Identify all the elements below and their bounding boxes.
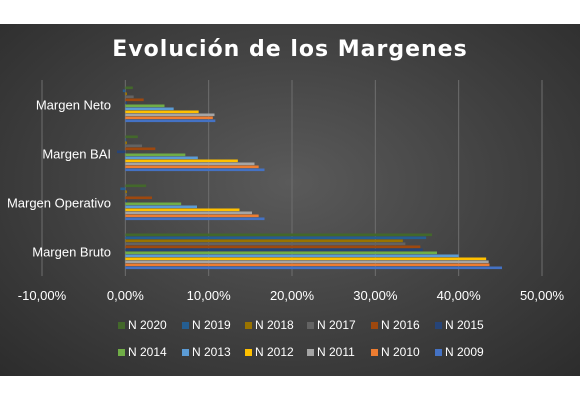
bar-n-2014-margen-operativo xyxy=(125,202,182,206)
x-tick-label: 20,00% xyxy=(270,288,315,303)
legend-label: N 2014 xyxy=(128,345,167,359)
chart-panel xyxy=(0,24,580,376)
bar-n-2017-margen-bai xyxy=(125,144,142,148)
legend-label: N 2015 xyxy=(445,318,484,332)
bar-n-2019-margen-operativo xyxy=(120,187,126,191)
bar-n-2011-margen-bai xyxy=(125,162,255,166)
bar-n-2010-margen-bai xyxy=(125,165,259,169)
bar-n-2009-margen-bai xyxy=(125,168,265,172)
bar-n-2017-margen-neto xyxy=(125,95,134,99)
bar-n-2010-margen-operativo xyxy=(125,214,259,218)
legend-swatch xyxy=(371,322,378,329)
bar-n-2018-margen-operativo xyxy=(125,190,127,194)
legend-swatch xyxy=(435,349,442,356)
bar-n-2013-margen-neto xyxy=(125,107,174,111)
category-label: Margen Neto xyxy=(36,98,111,113)
legend-label: N 2019 xyxy=(192,318,231,332)
bar-n-2012-margen-operativo xyxy=(125,208,240,212)
bar-n-2020-margen-operativo xyxy=(125,184,147,188)
legend-swatch xyxy=(435,322,442,329)
bar-n-2016-margen-bai xyxy=(125,147,156,151)
bar-n-2019-margen-neto xyxy=(122,89,126,93)
legend-label: N 2010 xyxy=(381,345,420,359)
legend-swatch xyxy=(182,349,189,356)
bar-n-2017-margen-operativo xyxy=(125,193,127,197)
legend-swatch xyxy=(118,322,125,329)
bar-n-2018-margen-neto xyxy=(125,92,127,96)
legend-label: N 2013 xyxy=(192,345,231,359)
bar-n-2018-margen-bruto xyxy=(125,239,403,243)
bar-n-2014-margen-neto xyxy=(125,104,165,108)
bar-n-2020-margen-neto xyxy=(125,86,133,90)
x-tick-label: 40,00% xyxy=(437,288,482,303)
legend-swatch xyxy=(307,349,314,356)
x-tick-label: -10,00% xyxy=(18,288,67,303)
category-label: Margen Bruto xyxy=(32,245,111,260)
bar-n-2010-margen-neto xyxy=(125,116,213,120)
bar-n-2015-margen-neto xyxy=(125,101,127,105)
bar-n-2009-margen-operativo xyxy=(125,217,265,221)
bar-n-2019-margen-bai xyxy=(125,138,127,142)
x-tick-label: 30,00% xyxy=(353,288,398,303)
bar-n-2016-margen-neto xyxy=(125,98,144,102)
legend-label: N 2018 xyxy=(255,318,294,332)
chart-title: Evolución de los Margenes xyxy=(112,37,468,62)
bar-n-2012-margen-bruto xyxy=(125,257,487,261)
bar-n-2009-margen-bruto xyxy=(125,266,502,270)
bar-n-2011-margen-neto xyxy=(125,113,215,117)
legend-swatch xyxy=(245,349,252,356)
bar-n-2010-margen-bruto xyxy=(125,263,490,267)
legend-label: N 2020 xyxy=(128,318,167,332)
legend-label: N 2011 xyxy=(317,345,355,359)
legend-swatch xyxy=(245,322,252,329)
legend-swatch xyxy=(307,322,314,329)
bar-n-2012-margen-bai xyxy=(125,159,238,163)
legend-swatch xyxy=(182,322,189,329)
x-tick-label: 0,00% xyxy=(107,288,144,303)
bar-n-2015-margen-operativo xyxy=(125,199,127,203)
legend-label: N 2009 xyxy=(445,345,484,359)
legend-label: N 2016 xyxy=(381,318,420,332)
bar-n-2016-margen-operativo xyxy=(125,196,152,200)
bar-n-2015-margen-bruto xyxy=(125,248,423,252)
bar-n-2012-margen-neto xyxy=(125,110,199,114)
bar-n-2019-margen-bruto xyxy=(125,236,427,240)
bar-n-2011-margen-bruto xyxy=(125,260,489,264)
bar-n-2013-margen-bruto xyxy=(125,254,459,258)
bar-n-2018-margen-bai xyxy=(125,141,127,145)
bar-n-2020-margen-bruto xyxy=(125,233,432,237)
legend-swatch xyxy=(118,349,125,356)
legend-label: N 2012 xyxy=(255,345,294,359)
bar-n-2011-margen-operativo xyxy=(125,211,252,215)
x-tick-label: 10,00% xyxy=(187,288,232,303)
bar-n-2020-margen-bai xyxy=(125,135,138,139)
category-label: Margen BAI xyxy=(42,147,111,162)
bar-n-2017-margen-bruto xyxy=(125,242,406,246)
bar-n-2015-margen-bai xyxy=(117,150,126,154)
bar-n-2013-margen-operativo xyxy=(125,205,197,209)
bar-n-2016-margen-bruto xyxy=(125,245,421,249)
legend-swatch xyxy=(371,349,378,356)
x-tick-label: 50,00% xyxy=(520,288,565,303)
bar-n-2009-margen-neto xyxy=(125,119,216,123)
legend-label: N 2017 xyxy=(317,318,356,332)
bar-n-2013-margen-bai xyxy=(125,156,198,160)
category-label: Margen Operativo xyxy=(7,196,111,211)
bar-n-2014-margen-bruto xyxy=(125,251,437,255)
bar-n-2014-margen-bai xyxy=(125,153,186,157)
